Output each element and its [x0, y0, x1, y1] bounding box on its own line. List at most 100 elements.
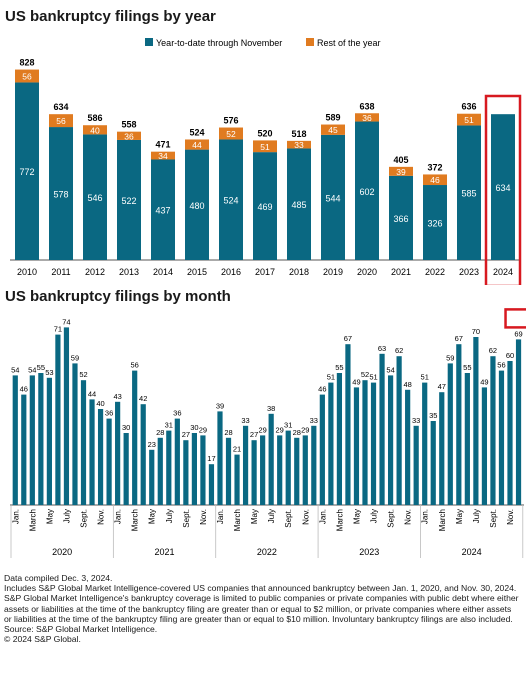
label-month-value: 69	[514, 329, 522, 338]
label-total-2022: 372	[427, 162, 442, 172]
bar-month	[12, 375, 18, 505]
x-tick-month: Nov.	[404, 509, 413, 525]
label-month-value: 48	[403, 380, 411, 389]
label-month-value: 55	[463, 363, 471, 372]
bar-month	[328, 382, 334, 505]
bar-month	[447, 363, 453, 505]
label-month-value: 29	[258, 425, 266, 434]
x-tick-month: Nov.	[301, 509, 310, 525]
x-tick-month: March	[131, 509, 140, 531]
bar-rest-2016	[219, 127, 243, 140]
label-total-2018: 518	[291, 129, 306, 139]
note-coverage: Includes S&P Global Market Intelligence-…	[4, 583, 517, 594]
yearly-bar-chart: Year-to-date through November Rest of th…	[10, 38, 522, 285]
year-label-2024: 2024	[462, 547, 482, 557]
bar-rest-2014	[151, 151, 175, 160]
highlight-box-last-month	[504, 308, 526, 329]
bar-month	[387, 375, 394, 505]
label-total-2020: 638	[359, 101, 374, 111]
x-tick-month: March	[233, 509, 242, 531]
bar-month	[115, 401, 121, 505]
bar-ytd-2012	[83, 134, 107, 260]
x-tick-2017: 2017	[255, 267, 275, 277]
bar-month	[319, 394, 325, 505]
label-ytd-2015: 480	[189, 201, 204, 211]
label-month-value: 21	[233, 445, 241, 454]
bar-month	[123, 433, 129, 505]
label-month-value: 39	[216, 401, 224, 410]
bar-month	[29, 375, 35, 505]
label-rest-2023: 51	[464, 115, 474, 125]
label-month-value: 31	[284, 421, 292, 430]
label-rest-2013: 36	[124, 131, 134, 141]
bar-month	[379, 353, 385, 505]
label-total-2019: 589	[325, 113, 340, 123]
x-tick-month: July	[267, 509, 276, 523]
bar-month	[405, 389, 411, 505]
bar-month	[200, 435, 206, 505]
bar-month	[140, 404, 146, 505]
label-month-value: 46	[20, 385, 28, 394]
bar-month	[80, 380, 87, 505]
x-tick-month: July	[62, 509, 71, 523]
x-tick-2011: 2011	[51, 267, 70, 277]
label-month-value: 30	[190, 423, 198, 432]
label-total-2012: 586	[87, 113, 102, 123]
label-month-value: 60	[506, 351, 514, 360]
bar-ytd-2010	[15, 82, 39, 260]
label-total-2016: 576	[223, 116, 238, 126]
label-month-value: 46	[318, 385, 326, 394]
bar-month	[294, 437, 300, 505]
label-month-value: 62	[395, 346, 403, 355]
bar-month	[260, 435, 266, 505]
label-month-value: 42	[139, 394, 147, 403]
label-month-value: 35	[429, 411, 437, 420]
label-rest-2022: 46	[430, 175, 440, 185]
x-tick-2012: 2012	[85, 267, 105, 277]
bar-month	[208, 464, 215, 505]
bar-month	[362, 380, 368, 505]
bar-month	[481, 387, 488, 505]
x-tick-month: May	[250, 509, 259, 524]
label-rest-2010: 56	[22, 72, 32, 82]
label-month-value: 29	[199, 425, 207, 434]
label-total-2014: 471	[155, 140, 170, 150]
x-tick-month: Sept.	[80, 509, 89, 528]
x-tick-2019: 2019	[323, 267, 343, 277]
label-ytd-2010: 772	[19, 167, 34, 177]
label-total-2021: 405	[393, 155, 408, 165]
bar-month	[21, 394, 27, 505]
x-tick-month: Sept.	[182, 509, 191, 528]
label-month-value: 51	[369, 373, 377, 382]
note-criteria: S&P Global Market Intelligence's bankrup…	[4, 593, 519, 624]
bar-ytd-2013	[117, 139, 141, 260]
bar-month	[353, 387, 360, 505]
label-month-value: 52	[79, 370, 87, 379]
label-month-value: 36	[173, 409, 181, 418]
bar-ytd-2019	[321, 134, 345, 260]
bar-month	[370, 382, 377, 505]
label-month-value: 33	[241, 416, 249, 425]
bar-month	[396, 356, 402, 505]
bar-month	[242, 425, 249, 505]
bar-month	[507, 361, 513, 505]
label-month-value: 36	[105, 409, 113, 418]
bar-month	[217, 411, 223, 505]
chart-title-monthly: US bankruptcy filings by month	[5, 288, 231, 305]
label-month-value: 54	[11, 365, 19, 374]
bar-month	[106, 418, 112, 505]
label-month-value: 33	[310, 416, 318, 425]
bar-ytd-2011	[49, 127, 73, 260]
bar-month	[302, 435, 308, 505]
year-label-2022: 2022	[257, 547, 277, 557]
year-label-2020: 2020	[52, 547, 72, 557]
x-tick-2016: 2016	[221, 267, 241, 277]
label-month-value: 30	[122, 423, 130, 432]
label-month-value: 17	[207, 454, 215, 463]
label-rest-2018: 33	[294, 140, 304, 150]
label-rest-2016: 52	[226, 129, 236, 139]
x-tick-month: Jan.	[114, 509, 123, 524]
label-rest-2012: 40	[90, 125, 100, 135]
label-month-value: 47	[438, 382, 446, 391]
bar-month	[132, 370, 138, 505]
